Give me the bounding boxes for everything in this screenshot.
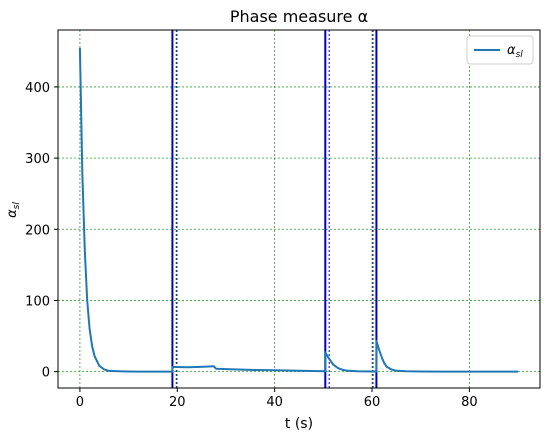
- y-tick-label: 0: [42, 366, 50, 381]
- x-tick-label: 40: [266, 395, 283, 410]
- x-tick-label: 80: [461, 395, 478, 410]
- plot-area-frame: [57, 29, 541, 389]
- x-tick-label: 20: [169, 395, 186, 410]
- x-axis-label: t (s): [285, 416, 313, 432]
- y-tick-label: 400: [25, 81, 50, 96]
- y-tick-label: 100: [25, 294, 50, 309]
- series-line: [78, 47, 519, 373]
- y-axis-label: αsl: [5, 202, 22, 218]
- tick-layer: 0 20 40 60 80 0 100 200 300 400: [25, 81, 478, 410]
- series-layer: [78, 47, 519, 373]
- plot-area-background: [58, 30, 540, 388]
- y-tick-label: 300: [25, 152, 50, 167]
- x-tick-label: 60: [364, 395, 381, 410]
- chart-title: Phase measure α: [230, 7, 368, 26]
- x-tick-label: 0: [76, 395, 84, 410]
- legend: αsl: [466, 35, 534, 65]
- vertical-marker-layer: [171, 30, 378, 388]
- y-tick-label: 200: [25, 223, 50, 238]
